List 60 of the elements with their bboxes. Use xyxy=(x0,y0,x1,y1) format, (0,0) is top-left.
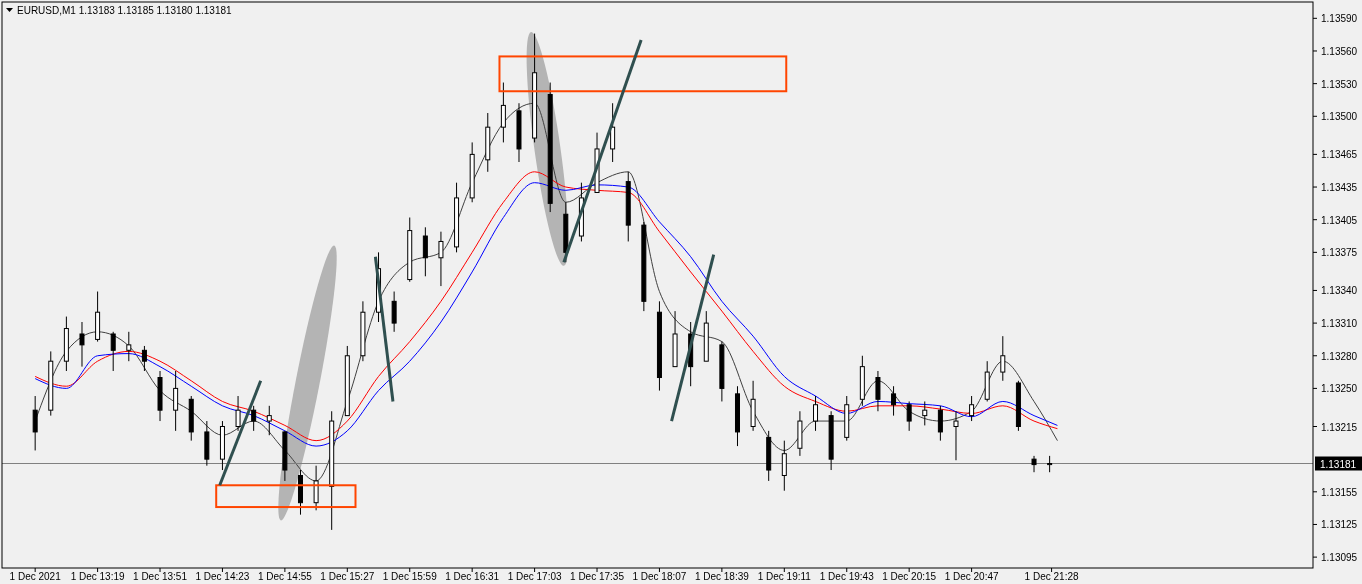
y-tick-label: 1.13310 xyxy=(1321,318,1358,330)
y-tick-label: 1.13280 xyxy=(1321,350,1358,362)
y-tick-label: 1.13530 xyxy=(1321,78,1358,90)
x-tick-label: 1 Dec 18:39 xyxy=(694,571,750,582)
candlestick xyxy=(781,440,787,492)
candlestick xyxy=(813,395,819,432)
candlestick xyxy=(32,395,38,451)
x-tick-label: 1 Dec 13:51 xyxy=(133,571,188,582)
x-tick-label: 1 Dec 18:07 xyxy=(632,571,687,582)
y-tick-label: 1.13560 xyxy=(1321,45,1358,57)
candlestick xyxy=(141,345,147,372)
y-tick-label: 1.13590 xyxy=(1321,13,1358,25)
candlestick xyxy=(235,395,241,432)
candlestick xyxy=(969,395,975,422)
x-tick-label: 1 Dec 17:03 xyxy=(507,571,562,582)
candlestick xyxy=(906,400,912,432)
candlestick xyxy=(313,465,319,511)
candlestick xyxy=(173,370,179,432)
x-tick-label: 1 Dec 19:43 xyxy=(819,571,875,582)
x-tick-label: 1 Dec 21:28 xyxy=(1024,571,1079,582)
candlestick xyxy=(391,291,397,333)
candlestick xyxy=(500,82,506,143)
candlestick xyxy=(422,226,428,277)
y-tick-label: 1.13125 xyxy=(1321,519,1358,531)
candlestick xyxy=(953,410,959,461)
candlestick xyxy=(438,231,444,287)
chart-title: EURUSD,M1 1.13183 1.13185 1.13180 1.13181 xyxy=(17,5,233,16)
x-tick-label: 1 Dec 13:19 xyxy=(70,571,125,582)
x-tick-label: 1 Dec 19:11 xyxy=(757,571,812,582)
candlestick xyxy=(891,385,897,417)
x-tick-label: 1 Dec 15:27 xyxy=(320,571,375,582)
x-tick-label: 1 Dec 2021 xyxy=(9,571,62,582)
ref-line-label: 1.13181 xyxy=(1319,458,1357,470)
y-tick-label: 1.13095 xyxy=(1321,552,1358,564)
candlestick xyxy=(266,405,272,436)
candlestick xyxy=(922,400,928,426)
y-tick-label: 1.13215 xyxy=(1321,421,1358,433)
x-tick-label: 1 Dec 20:15 xyxy=(882,571,937,582)
y-tick-label: 1.13465 xyxy=(1321,149,1358,161)
candlestick xyxy=(110,331,116,372)
candlestick xyxy=(251,405,257,432)
candlestick xyxy=(126,331,132,362)
x-tick-label: 1 Dec 16:31 xyxy=(445,571,500,582)
y-tick-label: 1.13435 xyxy=(1321,182,1358,194)
x-tick-label: 1 Dec 14:23 xyxy=(195,571,250,582)
x-tick-label: 1 Dec 17:35 xyxy=(570,571,625,582)
y-tick-label: 1.13340 xyxy=(1321,285,1358,297)
x-tick-label: 1 Dec 20:47 xyxy=(944,571,999,582)
y-tick-label: 1.13405 xyxy=(1321,214,1358,226)
candlestick xyxy=(1000,335,1006,382)
candlestick xyxy=(79,321,85,368)
x-tick-label: 1 Dec 14:55 xyxy=(257,571,313,582)
x-tick-label: 1 Dec 15:59 xyxy=(382,571,438,582)
candlestick xyxy=(1031,455,1037,473)
y-tick-label: 1.13250 xyxy=(1321,383,1358,395)
y-tick-label: 1.13375 xyxy=(1321,247,1358,259)
y-tick-label: 1.13155 xyxy=(1321,486,1358,498)
candlestick xyxy=(937,405,943,442)
candlestick xyxy=(875,370,881,412)
y-tick-label: 1.13500 xyxy=(1321,111,1358,123)
